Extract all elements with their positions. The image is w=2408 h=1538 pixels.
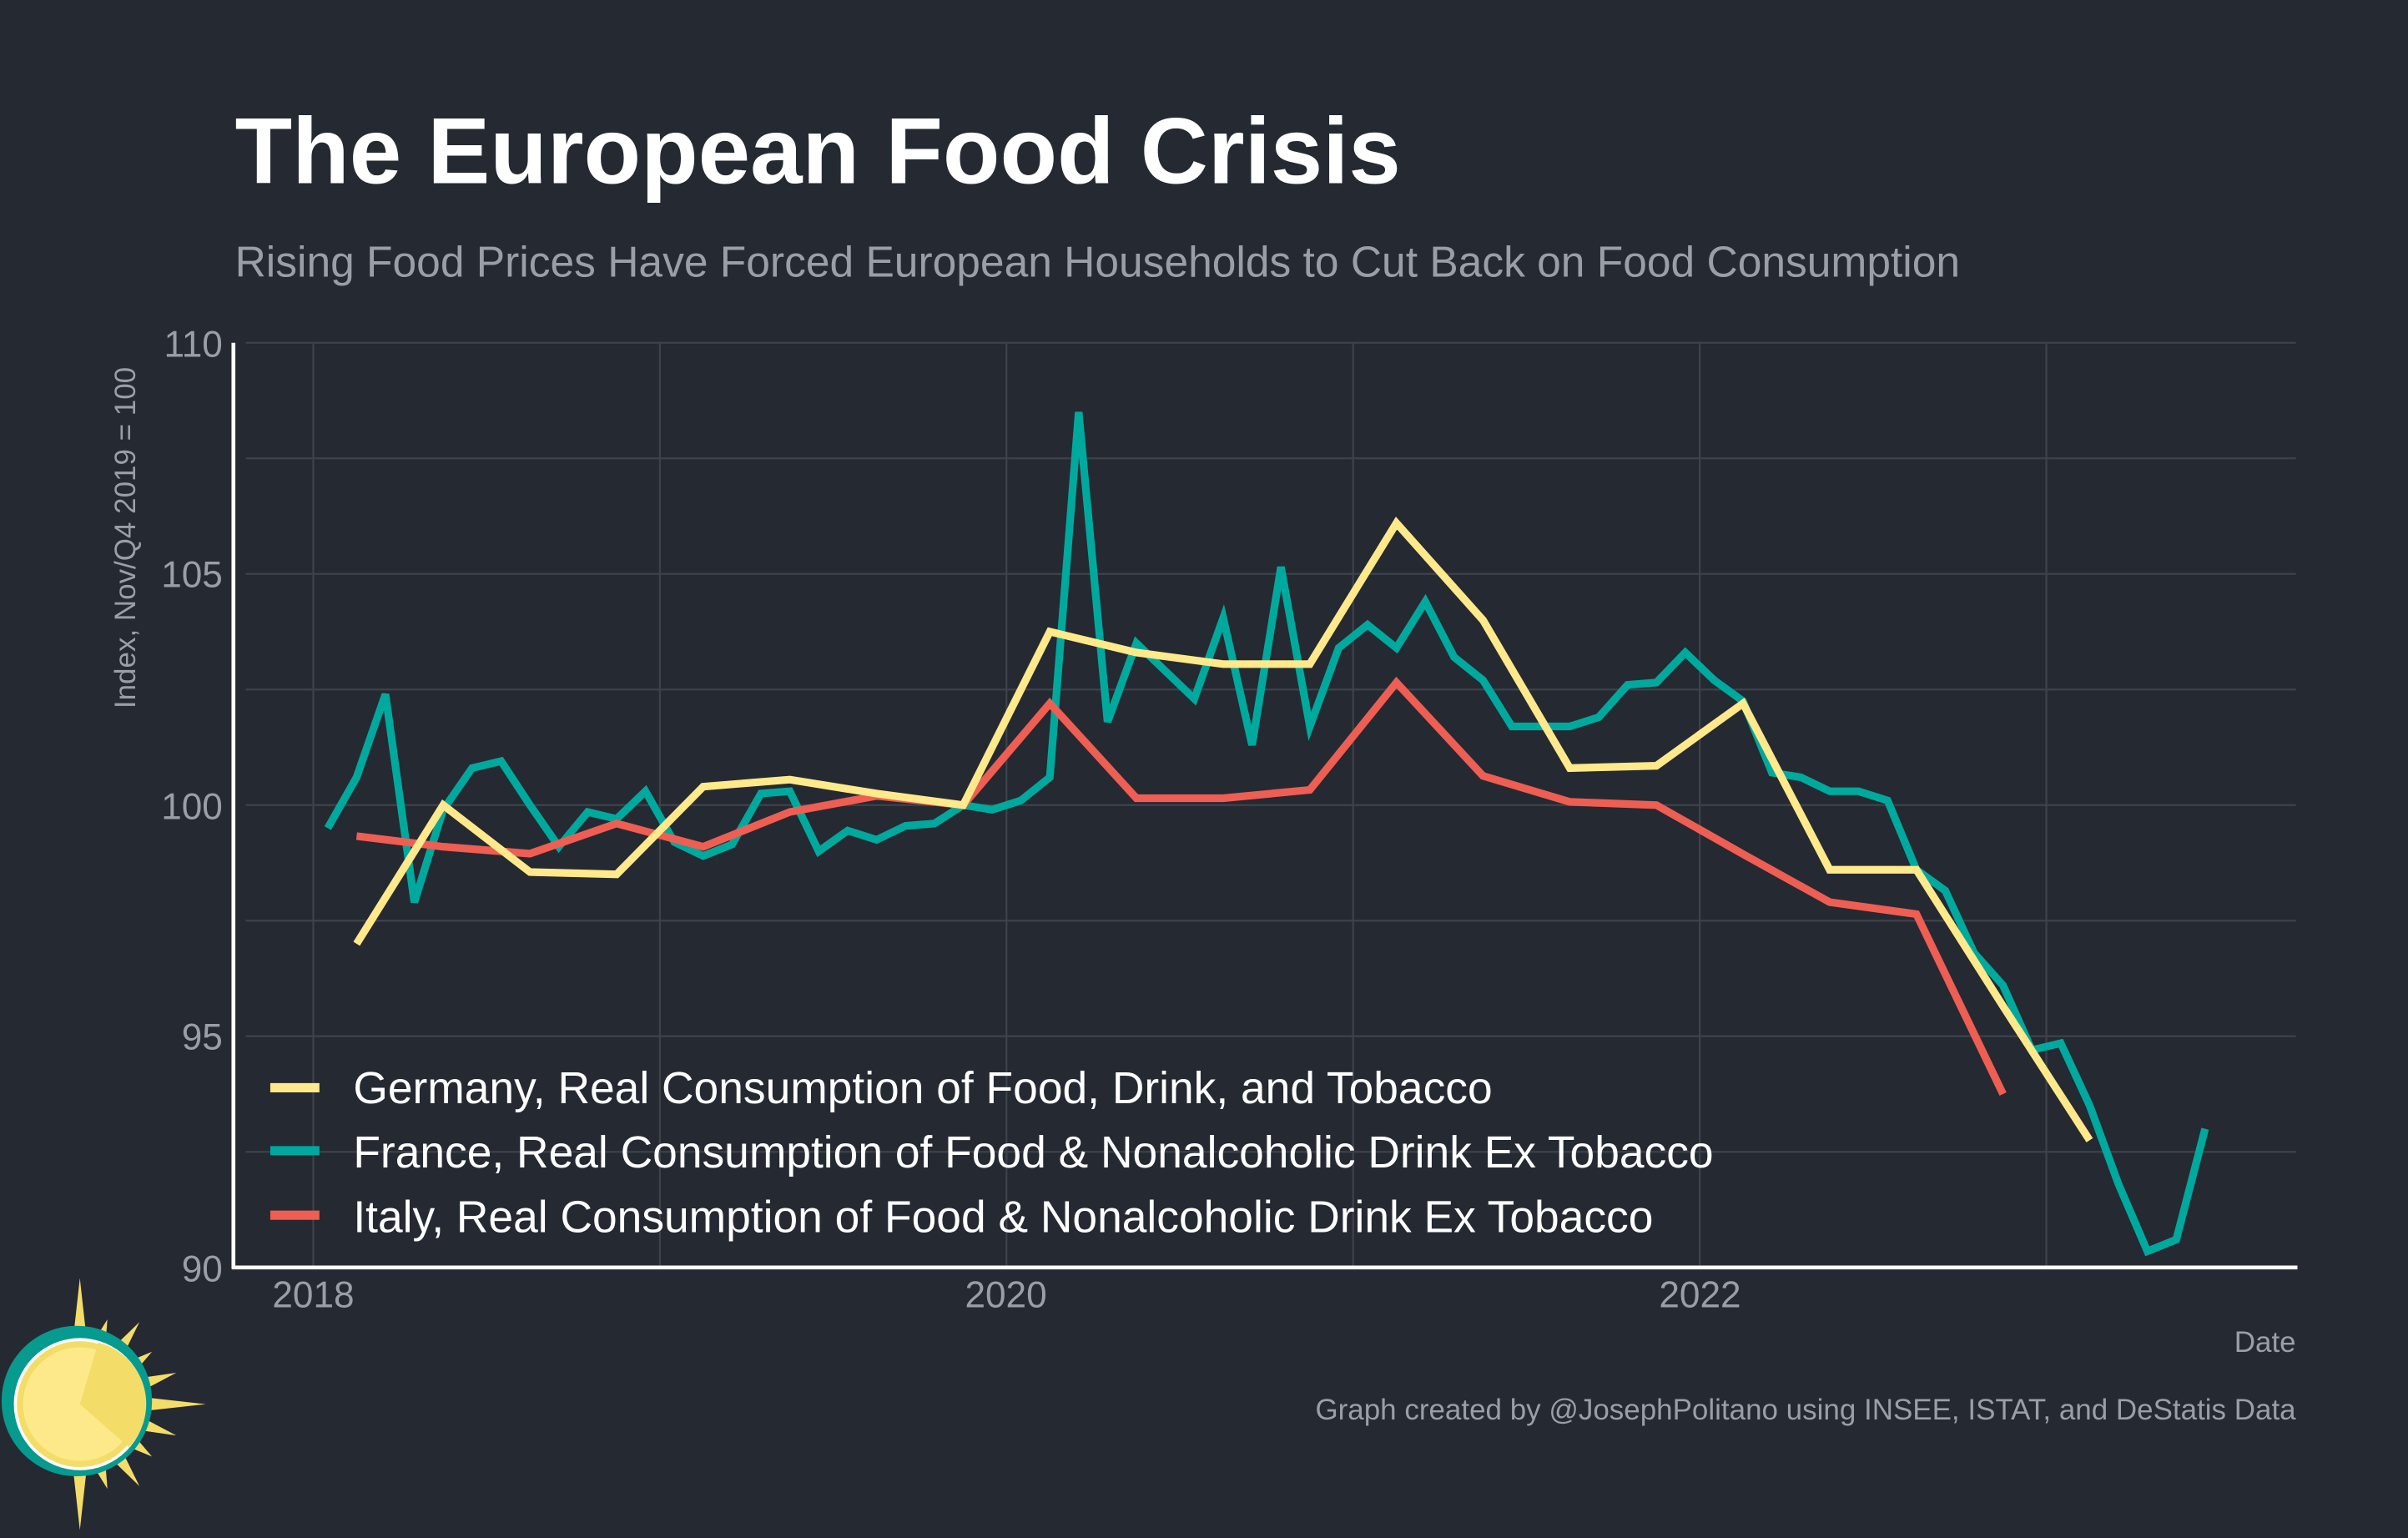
germany-line — [353, 517, 2093, 1142]
x-tick-label: 2020 — [965, 1275, 1046, 1316]
legend: Germany, Real Consumption of Food, Drink… — [270, 1064, 1714, 1242]
y-tick-label: 105 — [161, 554, 223, 595]
chart-subtitle: Rising Food Prices Have Forced European … — [235, 238, 1960, 286]
sun-logo-icon — [1, 1278, 206, 1530]
y-axis-label: Index, Nov/Q4 2019 = 100 — [109, 367, 142, 708]
x-axis-label: Date — [2234, 1326, 2296, 1359]
y-tick-label: 100 — [161, 786, 223, 827]
legend-label-italy: Italy, Real Consumption of Food & Nonalc… — [353, 1193, 1653, 1242]
x-tick-label: 2018 — [272, 1275, 354, 1316]
italy-line — [355, 676, 2007, 1096]
france-line — [324, 411, 2209, 1257]
series-lines — [324, 411, 2209, 1257]
y-tick-label: 95 — [182, 1016, 223, 1057]
legend-label-france: France, Real Consumption of Food & Nonal… — [353, 1128, 1713, 1177]
x-tick-label: 2022 — [1659, 1275, 1741, 1316]
sun-ray — [72, 1461, 88, 1530]
y-tick-label: 90 — [182, 1248, 223, 1289]
sun-ray — [138, 1396, 206, 1412]
tick-labels: 90 95 100 105 110 2018 2020 2022 — [161, 324, 1741, 1315]
credit-text: Graph created by @JosephPolitano using I… — [1315, 1394, 2296, 1426]
legend-label-germany: Germany, Real Consumption of Food, Drink… — [353, 1064, 1492, 1113]
chart-title: The European Food Crisis — [235, 98, 1401, 203]
gridlines — [245, 341, 2296, 1268]
y-tick-label: 110 — [164, 324, 222, 365]
